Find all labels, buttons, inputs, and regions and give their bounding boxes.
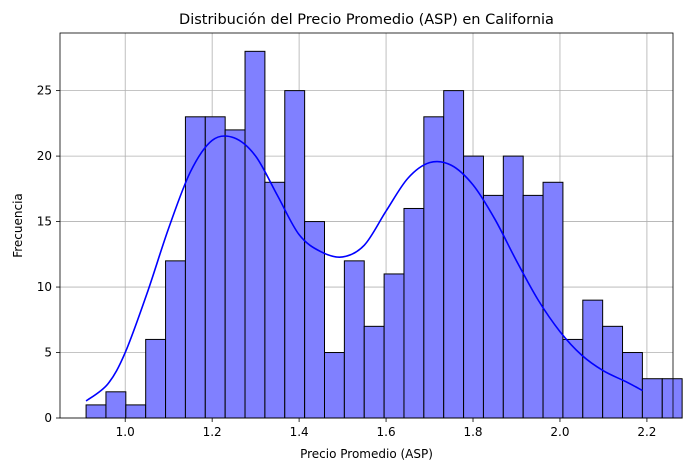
- histogram-bar: [443, 90, 465, 419]
- x-axis-ticks: 1.0 1.2 1.4 1.6 1.8 2.0 2.2: [116, 418, 656, 439]
- x-axis-label: Precio Promedio (ASP): [300, 447, 433, 461]
- histogram-bar: [224, 129, 246, 419]
- x-tick-label: 2.0: [550, 425, 569, 439]
- kde-curve: [85, 135, 643, 402]
- y-tick-label: 20: [37, 149, 52, 163]
- histogram-bar: [264, 181, 286, 419]
- y-axis-ticks: 0 5 10 15 20 25: [37, 84, 60, 425]
- histogram-bar: [661, 378, 683, 419]
- histogram-bar: [542, 181, 564, 419]
- histogram-bar: [343, 260, 365, 419]
- histogram-bar: [85, 404, 107, 419]
- histogram-bar: [383, 273, 405, 419]
- plot-frame: [59, 32, 674, 419]
- x-tick-label: 2.2: [637, 425, 656, 439]
- histogram-bar: [363, 325, 385, 419]
- histogram-bar: [403, 207, 425, 419]
- x-tick-label: 1.6: [377, 425, 396, 439]
- histogram-bar: [304, 221, 326, 419]
- y-axis-label: Frecuencia: [11, 193, 25, 258]
- y-tick-label: 0: [44, 411, 52, 425]
- x-tick-label: 1.0: [116, 425, 135, 439]
- histogram-bar: [284, 90, 306, 419]
- histogram-bar: [204, 116, 226, 419]
- histogram-bar: [105, 391, 127, 419]
- x-tick-label: 1.4: [290, 425, 309, 439]
- histogram-bar: [165, 260, 186, 419]
- y-tick-label: 5: [44, 346, 52, 360]
- histogram-bar: [244, 50, 266, 419]
- histogram-bars: [85, 50, 683, 419]
- histogram-bar: [324, 352, 345, 419]
- chart-title: Distribución del Precio Promedio (ASP) e…: [179, 12, 554, 28]
- y-tick-label: 15: [37, 215, 52, 229]
- histogram-bar: [522, 194, 544, 419]
- y-tick-label: 10: [37, 280, 52, 294]
- x-tick-label: 1.2: [203, 425, 222, 439]
- y-tick-label: 25: [37, 84, 52, 98]
- histogram-bar: [125, 404, 147, 419]
- histogram-bar: [502, 155, 524, 419]
- x-tick-label: 1.8: [463, 425, 482, 439]
- histogram-bar: [145, 338, 167, 419]
- histogram-bar: [641, 378, 663, 419]
- histogram-bar: [562, 338, 584, 419]
